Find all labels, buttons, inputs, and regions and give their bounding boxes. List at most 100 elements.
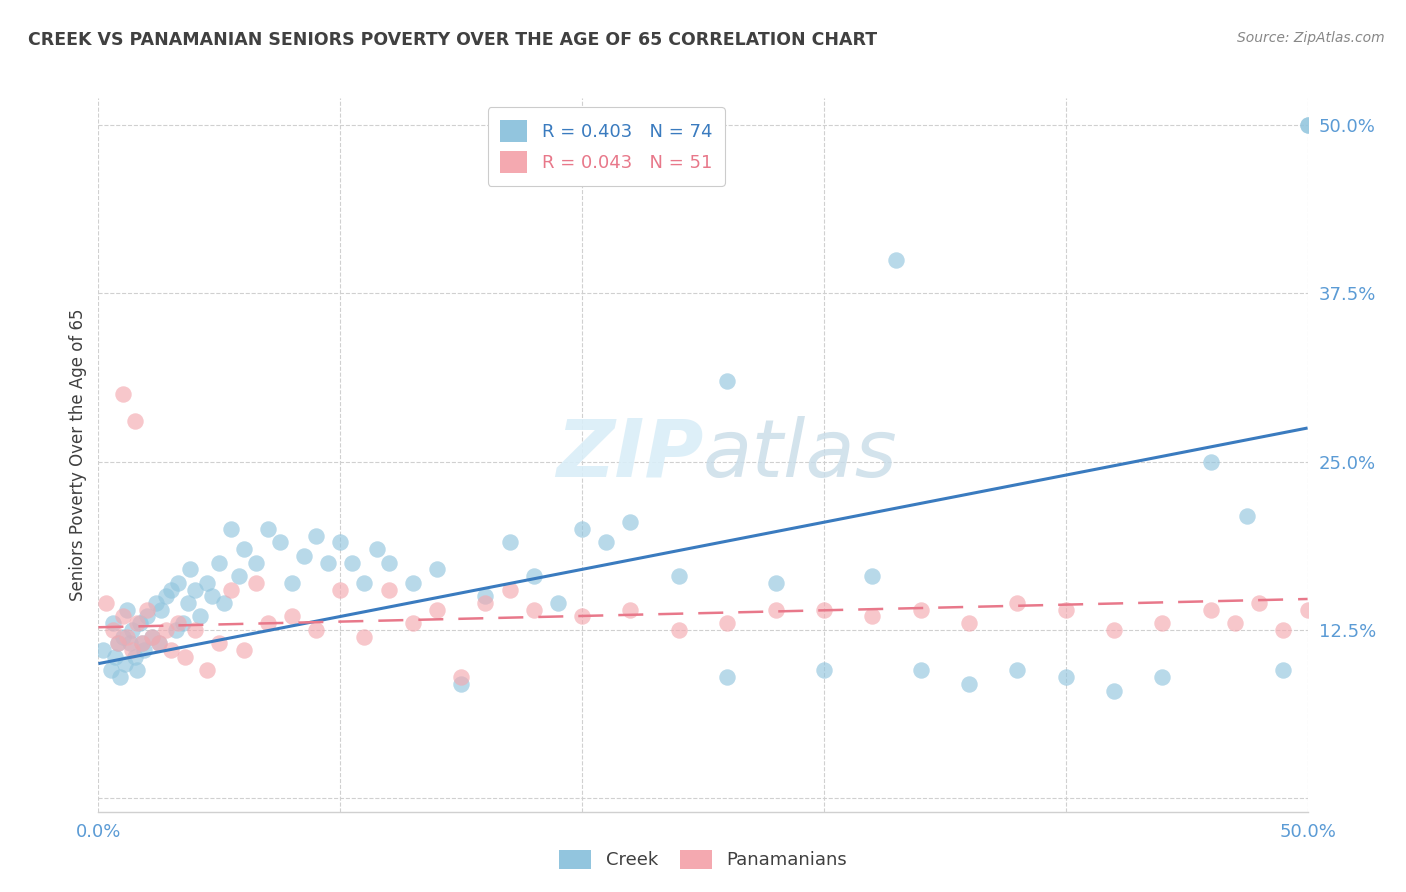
Point	[145, 596, 167, 610]
Point	[245, 556, 267, 570]
Point	[127, 664, 149, 678]
Point	[100, 664, 122, 678]
Point	[101, 623, 124, 637]
Point	[141, 630, 163, 644]
Point	[813, 603, 835, 617]
Point	[148, 636, 170, 650]
Point	[716, 616, 738, 631]
Point	[957, 616, 980, 631]
Point	[450, 670, 472, 684]
Point	[1152, 616, 1174, 631]
Point	[1007, 664, 1029, 678]
Point	[167, 616, 190, 631]
Point	[160, 643, 183, 657]
Point	[141, 630, 163, 644]
Point	[131, 636, 153, 650]
Point	[134, 643, 156, 657]
Point	[910, 664, 932, 678]
Point	[305, 529, 328, 543]
Point	[121, 623, 143, 637]
Point	[91, 643, 114, 657]
Point	[523, 603, 546, 617]
Point	[1199, 603, 1222, 617]
Point	[172, 616, 194, 631]
Point	[195, 664, 218, 678]
Point	[118, 636, 141, 650]
Point	[256, 616, 278, 631]
Point	[104, 649, 127, 664]
Point	[1272, 623, 1295, 637]
Point	[353, 630, 375, 644]
Point	[377, 582, 399, 597]
Point	[111, 387, 134, 401]
Point	[498, 582, 520, 597]
Point	[174, 649, 197, 664]
Point	[269, 535, 291, 549]
Point	[619, 515, 641, 529]
Point	[886, 252, 908, 267]
Point	[201, 589, 224, 603]
Point	[619, 603, 641, 617]
Point	[957, 677, 980, 691]
Point	[101, 616, 124, 631]
Text: ZIP: ZIP	[555, 416, 703, 494]
Point	[342, 556, 364, 570]
Point	[1054, 603, 1077, 617]
Point	[228, 569, 250, 583]
Legend: R = 0.403   N = 74, R = 0.043   N = 51: R = 0.403 N = 74, R = 0.043 N = 51	[488, 107, 725, 186]
Point	[256, 522, 278, 536]
Point	[188, 609, 211, 624]
Text: CREEK VS PANAMANIAN SENIORS POVERTY OVER THE AGE OF 65 CORRELATION CHART: CREEK VS PANAMANIAN SENIORS POVERTY OVER…	[28, 31, 877, 49]
Point	[1199, 455, 1222, 469]
Point	[1054, 670, 1077, 684]
Point	[128, 616, 150, 631]
Point	[305, 623, 328, 637]
Point	[107, 636, 129, 650]
Point	[155, 623, 177, 637]
Text: atlas: atlas	[703, 416, 898, 494]
Point	[167, 575, 190, 590]
Point	[668, 569, 690, 583]
Point	[107, 636, 129, 650]
Point	[184, 582, 207, 597]
Point	[108, 670, 131, 684]
Point	[1102, 623, 1125, 637]
Point	[111, 630, 134, 644]
Point	[860, 609, 883, 624]
Point	[668, 623, 690, 637]
Point	[1296, 118, 1319, 132]
Point	[160, 582, 183, 597]
Point	[426, 562, 449, 576]
Point	[114, 657, 136, 671]
Point	[232, 542, 254, 557]
Point	[195, 575, 218, 590]
Point	[765, 603, 787, 617]
Point	[127, 616, 149, 631]
Point	[117, 630, 139, 644]
Point	[716, 374, 738, 388]
Point	[135, 609, 157, 624]
Point	[474, 589, 496, 603]
Point	[765, 575, 787, 590]
Point	[1296, 118, 1319, 132]
Point	[177, 596, 200, 610]
Point	[179, 562, 201, 576]
Point	[150, 603, 173, 617]
Point	[117, 603, 139, 617]
Point	[281, 575, 304, 590]
Point	[208, 556, 231, 570]
Point	[547, 596, 569, 610]
Point	[135, 603, 157, 617]
Point	[1152, 670, 1174, 684]
Point	[94, 596, 117, 610]
Point	[111, 609, 134, 624]
Point	[232, 643, 254, 657]
Point	[292, 549, 315, 563]
Point	[571, 522, 593, 536]
Point	[329, 535, 352, 549]
Point	[716, 670, 738, 684]
Text: Source: ZipAtlas.com: Source: ZipAtlas.com	[1237, 31, 1385, 45]
Legend: Creek, Panamanians: Creek, Panamanians	[550, 841, 856, 879]
Point	[910, 603, 932, 617]
Point	[402, 575, 425, 590]
